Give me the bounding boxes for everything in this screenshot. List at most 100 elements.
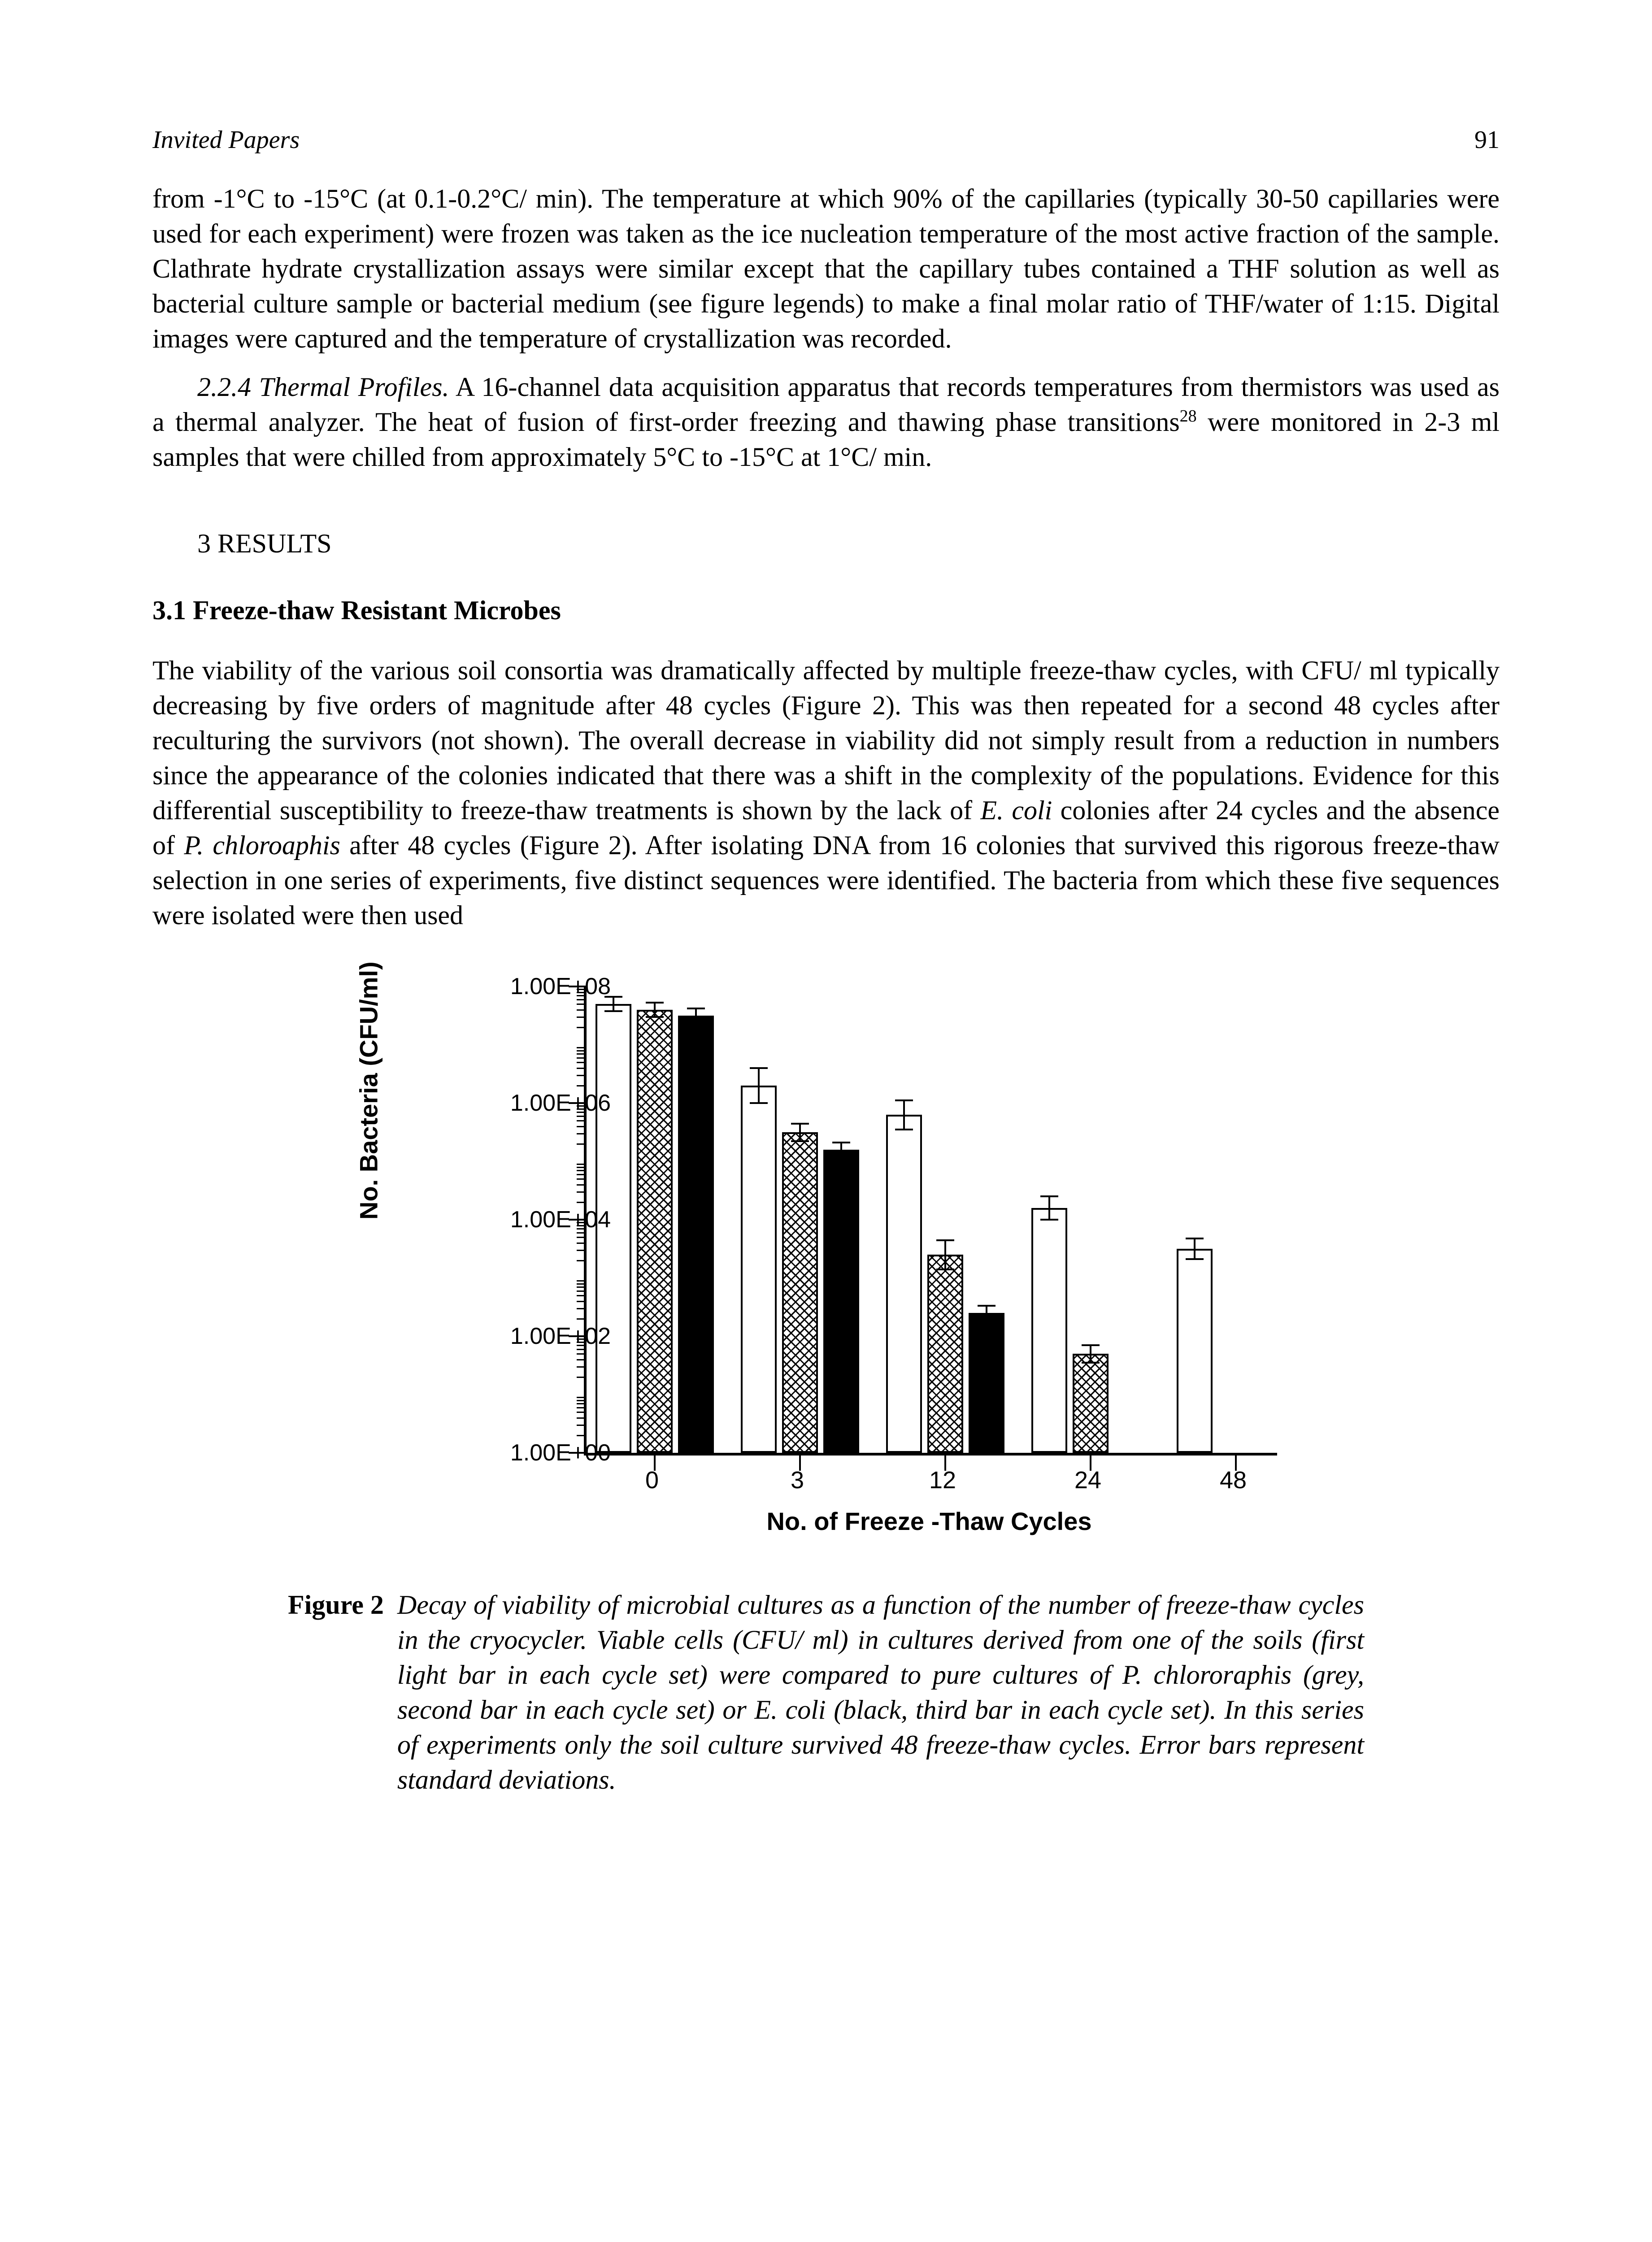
y-tick-minor: [577, 1053, 587, 1055]
y-tick-minor: [577, 1295, 587, 1296]
bar-e_coli: [823, 1150, 859, 1453]
bar-p_chlororaphis: [637, 1010, 673, 1453]
x-tick-label: 24: [1048, 1466, 1128, 1494]
y-tick-minor: [577, 1359, 587, 1360]
error-cap: [978, 1305, 996, 1307]
y-tick-minor: [577, 1250, 587, 1251]
bar-p_chlororaphis: [1073, 1354, 1109, 1453]
error-cap: [895, 1099, 913, 1101]
x-tick-label: 3: [757, 1466, 838, 1494]
y-tick-minor: [577, 1301, 587, 1302]
error-bar: [986, 1306, 987, 1320]
running-header: Invited Papers 91: [152, 126, 1500, 154]
y-tick-minor: [577, 1075, 587, 1076]
x-tick-label: 48: [1193, 1466, 1274, 1494]
error-bar: [944, 1240, 946, 1269]
y-tick-minor: [577, 1178, 587, 1180]
y-tick-minor: [577, 1027, 587, 1028]
para2-sup: 28: [1180, 407, 1197, 426]
error-cap: [750, 1102, 768, 1104]
y-tick-minor: [577, 1164, 587, 1165]
y-tick-minor: [577, 1126, 587, 1127]
y-tick-minor: [577, 1403, 587, 1404]
bar-soil: [1031, 1208, 1067, 1453]
y-tick-minor: [577, 1184, 587, 1186]
y-tick-minor: [577, 1009, 587, 1011]
y-tick-label: 1.00E+00: [378, 1439, 611, 1466]
x-tick-label: 0: [612, 1466, 692, 1494]
y-tick-minor: [577, 1260, 587, 1261]
para3-c: after 48 cycles (Figure 2). After isolat…: [152, 830, 1500, 930]
section-3-label: 3 RESULTS: [197, 528, 1500, 559]
y-tick-minor: [577, 1017, 587, 1018]
y-tick-minor: [577, 1068, 587, 1069]
y-tick-minor: [577, 1174, 587, 1175]
error-bar: [1194, 1238, 1196, 1260]
y-tick-label: 1.00E+08: [378, 973, 611, 1000]
error-cap: [936, 1239, 954, 1241]
y-tick-minor: [577, 1167, 587, 1168]
y-tick-minor: [577, 1243, 587, 1244]
error-bar: [654, 1003, 656, 1017]
error-cap: [895, 1129, 913, 1130]
y-tick-label: 1.00E+06: [378, 1090, 611, 1117]
figure-2-caption: Figure 2 Decay of viability of microbial…: [288, 1587, 1364, 1797]
paragraph-1: from -1°C to -15°C (at 0.1-0.2°C/ min). …: [152, 181, 1500, 356]
error-cap: [687, 1022, 705, 1024]
y-tick-minor: [577, 1283, 587, 1285]
y-tick-minor: [577, 1286, 587, 1288]
page: Invited Papers 91 from -1°C to -15°C (at…: [0, 0, 1652, 2242]
y-tick-minor: [577, 1133, 587, 1134]
error-bar: [1048, 1196, 1050, 1220]
paragraph-3: The viability of the various soil consor…: [152, 653, 1500, 933]
error-cap: [687, 1008, 705, 1009]
y-tick-minor: [577, 1237, 587, 1238]
y-tick-minor: [577, 1366, 587, 1368]
y-tick-minor: [577, 1050, 587, 1051]
error-bar: [1090, 1345, 1091, 1363]
error-cap: [1040, 1219, 1058, 1221]
y-tick-minor: [577, 1191, 587, 1193]
error-cap: [1186, 1238, 1204, 1239]
bar-soil: [1177, 1249, 1213, 1453]
y-tick-minor: [577, 1435, 587, 1436]
error-cap: [978, 1319, 996, 1321]
y-tick-minor: [577, 1057, 587, 1059]
y-tick-minor: [577, 1318, 587, 1320]
bar-e_coli: [969, 1313, 1004, 1453]
y-tick-minor: [577, 1290, 587, 1292]
y-tick-minor: [577, 1417, 587, 1419]
error-cap: [1040, 1195, 1058, 1197]
y-tick-minor: [577, 1407, 587, 1408]
bar-p_chlororaphis: [782, 1132, 818, 1453]
error-bar: [613, 997, 614, 1011]
error-cap: [1186, 1258, 1204, 1260]
para3-i1: E. coli: [980, 795, 1052, 825]
error-cap: [791, 1123, 809, 1125]
y-tick-minor: [577, 1397, 587, 1398]
bar-soil: [741, 1086, 777, 1453]
error-bar: [903, 1100, 905, 1130]
x-tick-label: 12: [902, 1466, 983, 1494]
page-number: 91: [1474, 126, 1500, 154]
bar-e_coli: [678, 1016, 714, 1453]
subsection-3-1-title: 3.1 Freeze-thaw Resistant Microbes: [152, 595, 1500, 626]
error-cap: [832, 1156, 850, 1158]
figure-2-label: Figure 2: [288, 1587, 384, 1797]
figure-2-caption-text: Decay of viability of microbial cultures…: [397, 1587, 1364, 1797]
y-tick-minor: [577, 1377, 587, 1378]
y-tick-minor: [577, 1202, 587, 1203]
error-cap: [646, 1016, 664, 1018]
error-bar: [695, 1008, 697, 1022]
error-cap: [604, 1010, 622, 1012]
error-cap: [750, 1067, 768, 1069]
error-cap: [646, 1002, 664, 1004]
y-tick-minor: [577, 1143, 587, 1145]
y-tick-minor: [577, 1062, 587, 1063]
y-tick-minor: [577, 1412, 587, 1413]
error-bar: [799, 1124, 801, 1141]
chart-area: No. Bacteria (CFU/ml) No. of Freeze -Tha…: [333, 969, 1319, 1551]
error-cap: [936, 1269, 954, 1270]
error-cap: [1082, 1362, 1100, 1364]
error-bar: [758, 1068, 760, 1103]
